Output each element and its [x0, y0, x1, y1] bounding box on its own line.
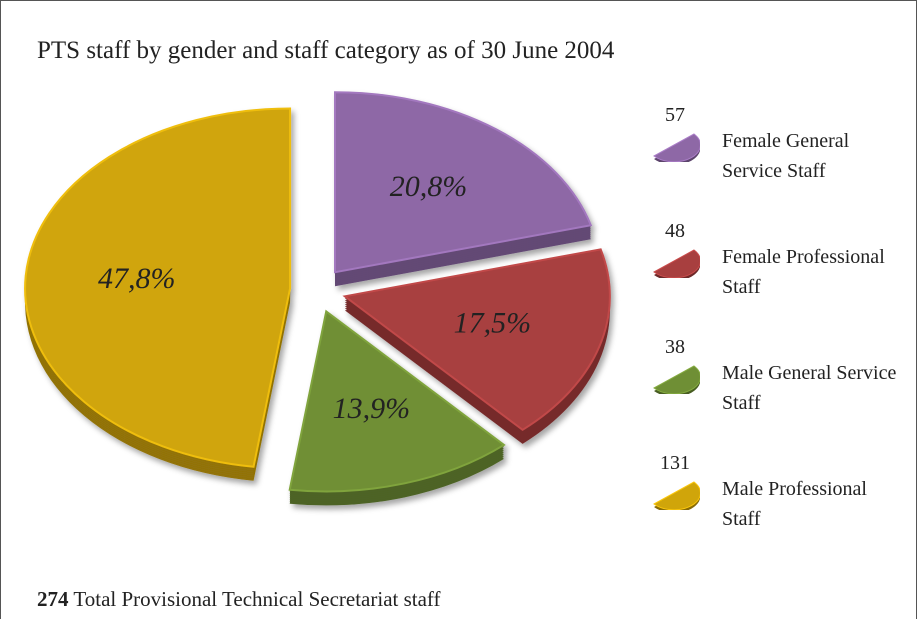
value-label: 17,5%	[454, 307, 532, 340]
swatch	[653, 481, 700, 510]
value-label: 47,8%	[98, 262, 176, 295]
total: 274	[37, 587, 69, 611]
slice	[334, 91, 593, 274]
value-label: 13,9%	[333, 392, 411, 425]
legend-item: 38 Male General Service Staff	[650, 336, 910, 446]
slice-group	[24, 107, 292, 481]
slice	[288, 309, 506, 493]
legend-count: 48	[665, 220, 685, 242]
slice-group	[342, 248, 611, 444]
legend-item: 131 Male Professional Staff	[650, 452, 910, 562]
legend-swatch	[653, 249, 700, 278]
slice-group	[334, 91, 593, 287]
legend-count: 57	[665, 104, 685, 126]
legend-label: Female Professional Staff	[722, 246, 885, 298]
total-note: 274 Total Provisional Technical Secretar…	[37, 587, 441, 611]
chart-title: PTS staff by gender and staff category a…	[37, 37, 615, 64]
total-text: Total Provisional Technical Secretariat …	[73, 587, 440, 611]
slice	[24, 107, 292, 468]
legend-swatch	[653, 365, 700, 394]
swatch	[653, 249, 700, 278]
legend-item: 57 Female General Service Staff	[650, 104, 910, 214]
value-label: 20,8%	[390, 170, 468, 203]
legend-count: 131	[660, 452, 690, 474]
swatch	[653, 133, 700, 162]
legend-label: Male Professional Staff	[722, 478, 867, 530]
legend-label: Male General Service Staff	[722, 362, 897, 414]
legend-swatch	[653, 133, 700, 162]
swatch	[653, 365, 700, 394]
legend-item: 48 Female Professional Staff	[650, 220, 910, 330]
slice-group	[288, 309, 506, 506]
slice	[342, 248, 611, 432]
legend-label: Female General Service Staff	[722, 130, 850, 182]
legend-swatch	[653, 481, 700, 510]
legend-count: 38	[665, 336, 685, 358]
